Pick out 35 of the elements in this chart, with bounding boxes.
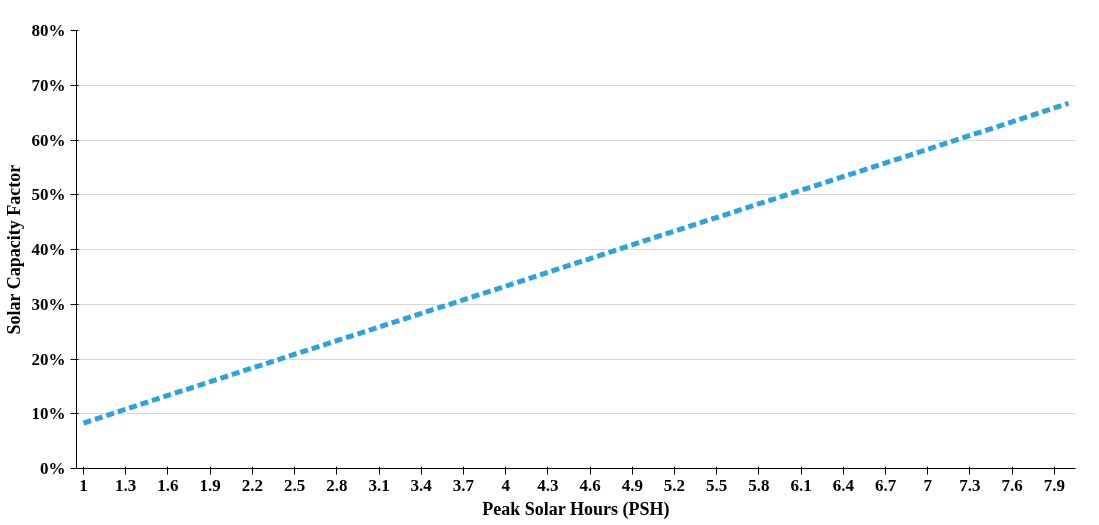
x-tick-label: 1 <box>79 475 88 495</box>
x-tick-label: 7 <box>923 475 933 495</box>
y-tick-label: 20% <box>31 349 66 369</box>
x-tick-label: 4 <box>501 475 511 495</box>
x-tick-label: 4.6 <box>579 475 601 495</box>
y-tick-label: 50% <box>31 185 66 205</box>
x-tick-label: 2.5 <box>283 475 306 495</box>
x-tick-label: 7.3 <box>959 475 981 495</box>
x-tick-label: 7.6 <box>1001 475 1023 495</box>
x-tick-label: 4.3 <box>537 475 559 495</box>
x-tick-label: 5.5 <box>706 475 728 495</box>
y-tick-label: 0% <box>40 459 66 478</box>
y-tick-label: 30% <box>31 294 66 314</box>
x-tick-label: 3.7 <box>452 475 475 495</box>
x-tick-label: 6.7 <box>874 475 897 495</box>
x-tick-label: 3.1 <box>368 475 390 495</box>
x-tick-label: 2.8 <box>326 475 348 495</box>
x-tick-label: 6.4 <box>832 475 855 495</box>
x-tick-label: 5.8 <box>748 475 770 495</box>
x-tick-label: 6.1 <box>790 475 812 495</box>
x-tick-label: 7.9 <box>1043 475 1066 495</box>
y-tick-label: 10% <box>31 404 66 424</box>
x-tick-label: 4.9 <box>621 475 643 495</box>
y-tick-label: 70% <box>31 75 66 95</box>
x-tick-label: 5.2 <box>663 475 686 495</box>
x-axis-title: Peak Solar Hours (PSH) <box>482 498 670 520</box>
y-tick-label: 40% <box>31 240 66 259</box>
x-tick-label: 1.9 <box>199 475 221 495</box>
y-tick-label: 60% <box>31 130 66 150</box>
y-tick-label: 80% <box>31 21 66 40</box>
x-tick-label: 3.4 <box>410 475 433 495</box>
x-tick-label: 1.3 <box>115 475 137 495</box>
y-axis-title: Solar Capacity Factor <box>3 164 24 335</box>
x-tick-label: 2.2 <box>241 475 264 495</box>
x-tick-label: 1.6 <box>157 475 179 495</box>
